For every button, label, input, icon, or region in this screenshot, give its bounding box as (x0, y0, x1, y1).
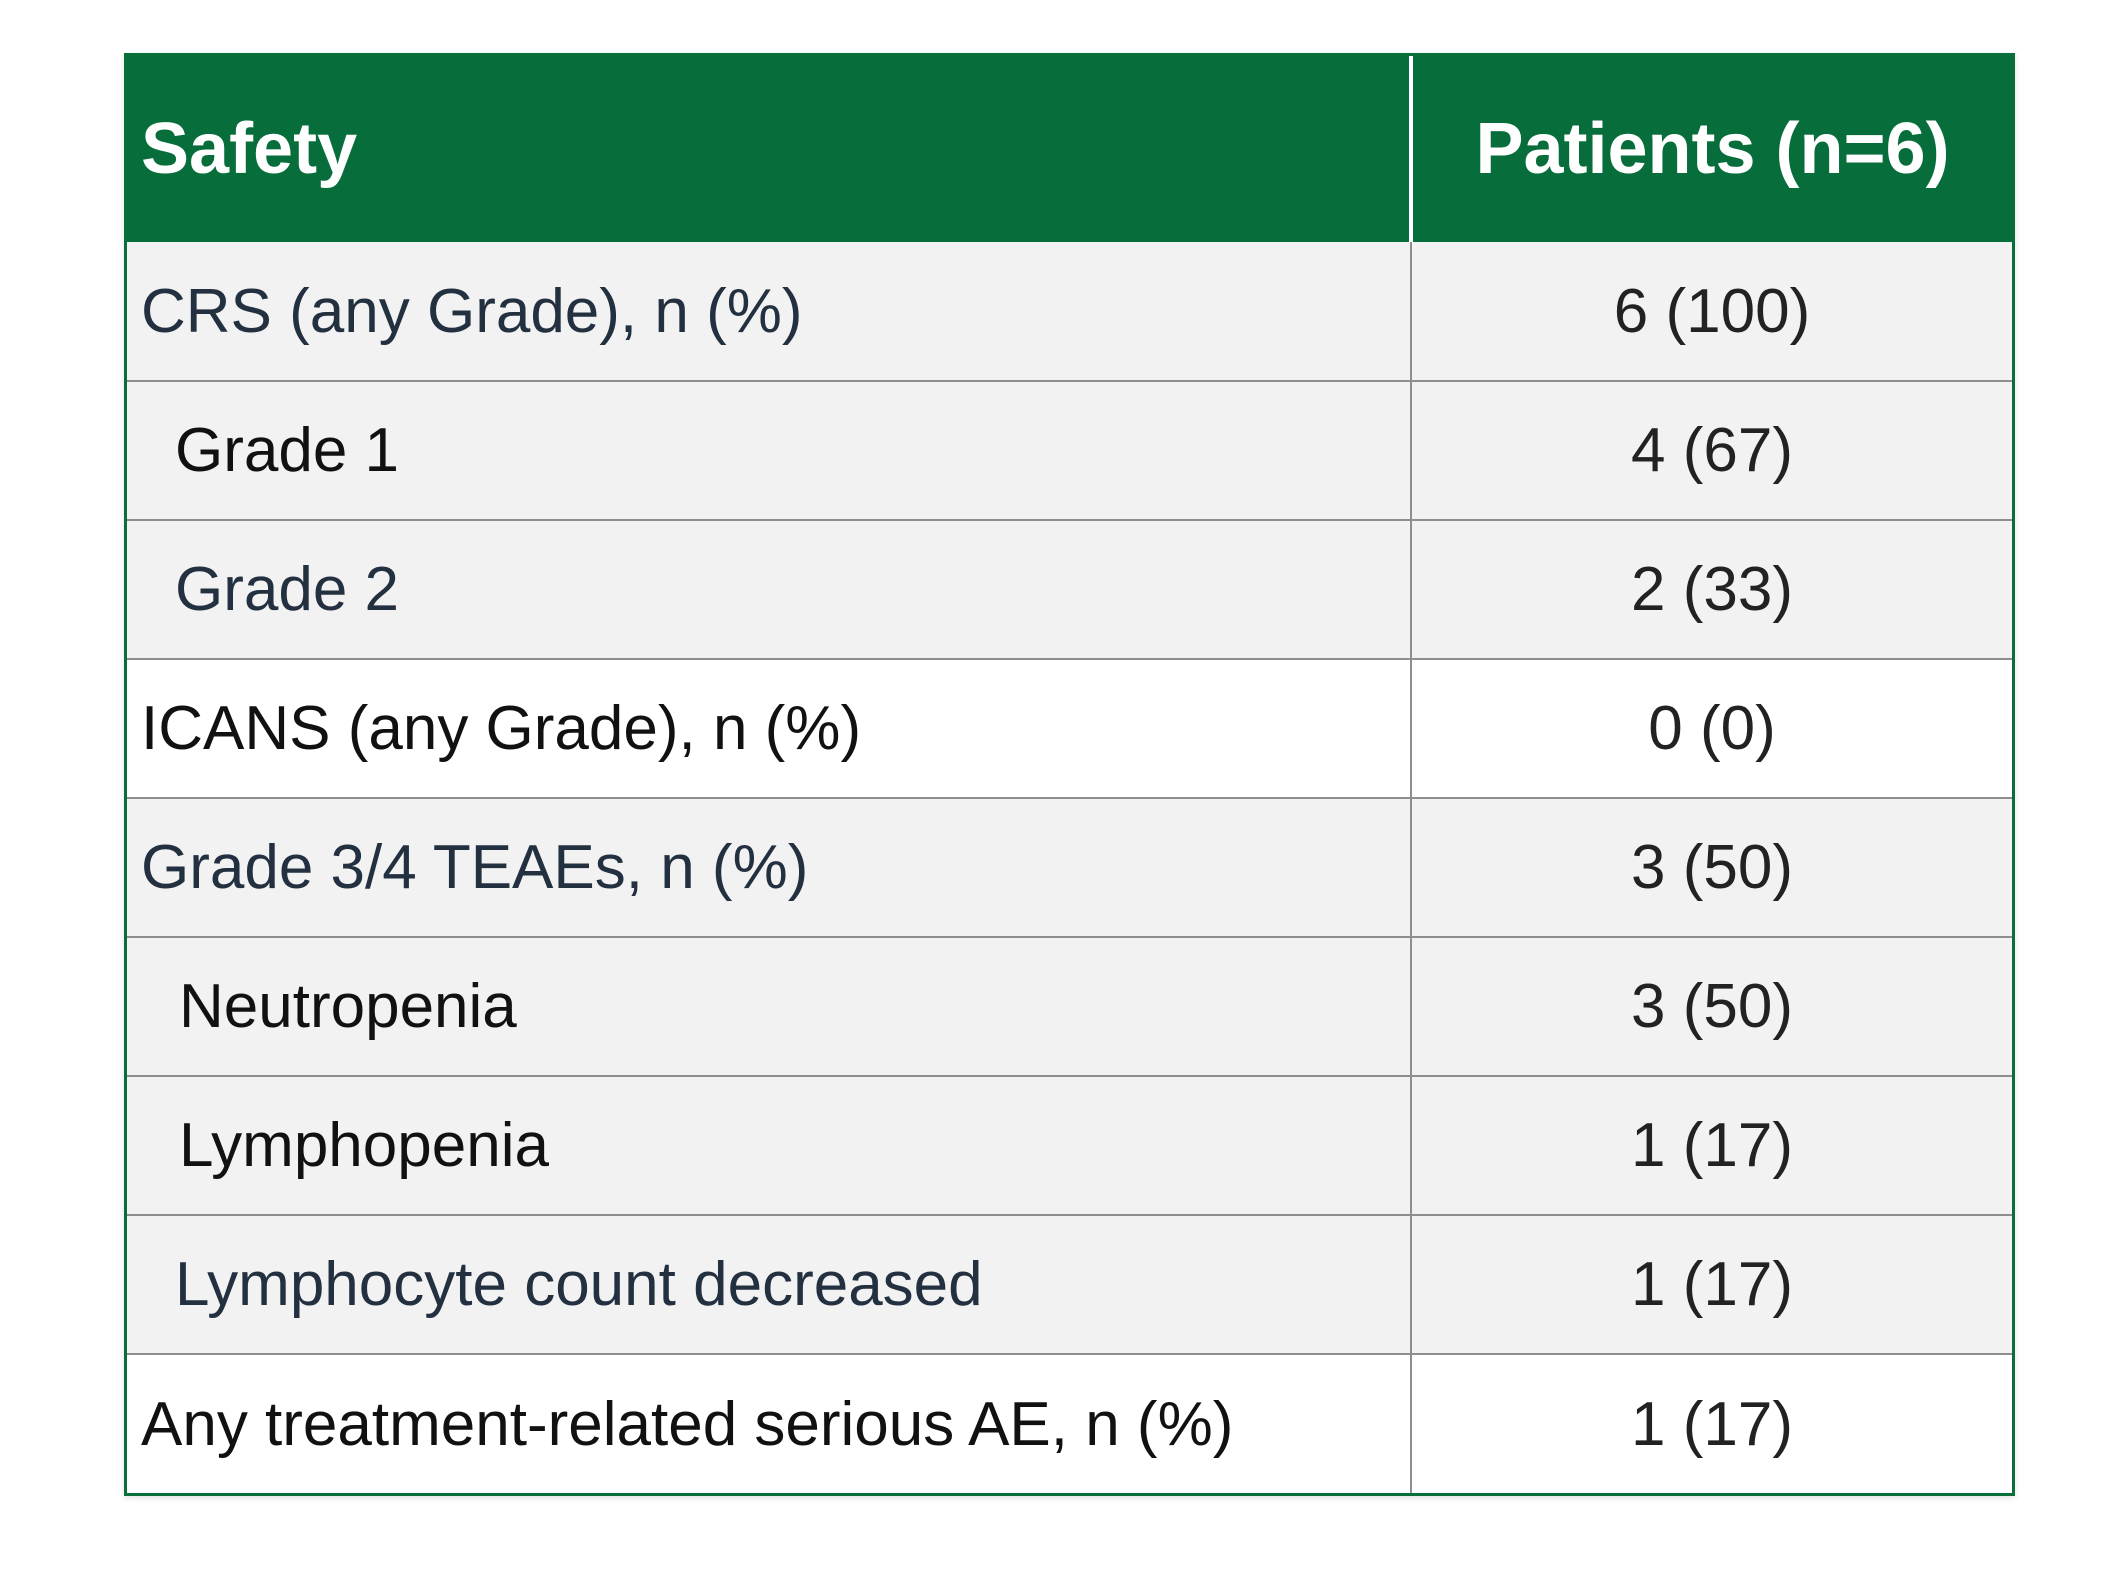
header-safety: Safety (127, 56, 1413, 242)
row-value: 1 (17) (1411, 1353, 2012, 1493)
row-value: 1 (17) (1411, 1214, 2012, 1354)
row-value: 3 (50) (1411, 797, 2012, 937)
table-row: Neutropenia 3 (50) (127, 936, 2012, 1076)
table-row: Any treatment-related serious AE, n (%) … (127, 1353, 2012, 1493)
safety-table: Safety Patients (n=6) CRS (any Grade), n… (127, 56, 2012, 1493)
table-row: Grade 1 4 (67) (127, 380, 2012, 520)
row-label: Grade 3/4 TEAEs, n (%) (127, 797, 1412, 937)
row-value: 2 (33) (1411, 519, 2012, 659)
row-value: 0 (0) (1411, 658, 2012, 798)
table-row: ICANS (any Grade), n (%) 0 (0) (127, 658, 2012, 798)
table-row: Lymphocyte count decreased 1 (17) (127, 1214, 2012, 1354)
safety-table-container: Safety Patients (n=6) CRS (any Grade), n… (124, 53, 2015, 1496)
row-label: Any treatment-related serious AE, n (%) (127, 1353, 1412, 1493)
table-row: Lymphopenia 1 (17) (127, 1075, 2012, 1215)
row-label: Neutropenia (127, 936, 1412, 1076)
row-value: 4 (67) (1411, 380, 2012, 520)
row-value: 6 (100) (1411, 242, 2012, 381)
row-label: Grade 2 (127, 519, 1412, 659)
row-label: Grade 1 (127, 380, 1412, 520)
table-row: Grade 2 2 (33) (127, 519, 2012, 659)
row-label: CRS (any Grade), n (%) (127, 242, 1412, 381)
row-label: ICANS (any Grade), n (%) (127, 658, 1412, 798)
row-value: 1 (17) (1411, 1075, 2012, 1215)
row-label: Lymphopenia (127, 1075, 1412, 1215)
header-patients: Patients (n=6) (1411, 56, 2012, 242)
row-value: 3 (50) (1411, 936, 2012, 1076)
header-row: Safety Patients (n=6) (127, 56, 2012, 242)
table-body: CRS (any Grade), n (%) 6 (100) Grade 1 4… (127, 242, 2012, 1493)
table-row: CRS (any Grade), n (%) 6 (100) (127, 242, 2012, 381)
row-label: Lymphocyte count decreased (127, 1214, 1412, 1354)
table-header: Safety Patients (n=6) (127, 56, 2012, 242)
table-row: Grade 3/4 TEAEs, n (%) 3 (50) (127, 797, 2012, 937)
